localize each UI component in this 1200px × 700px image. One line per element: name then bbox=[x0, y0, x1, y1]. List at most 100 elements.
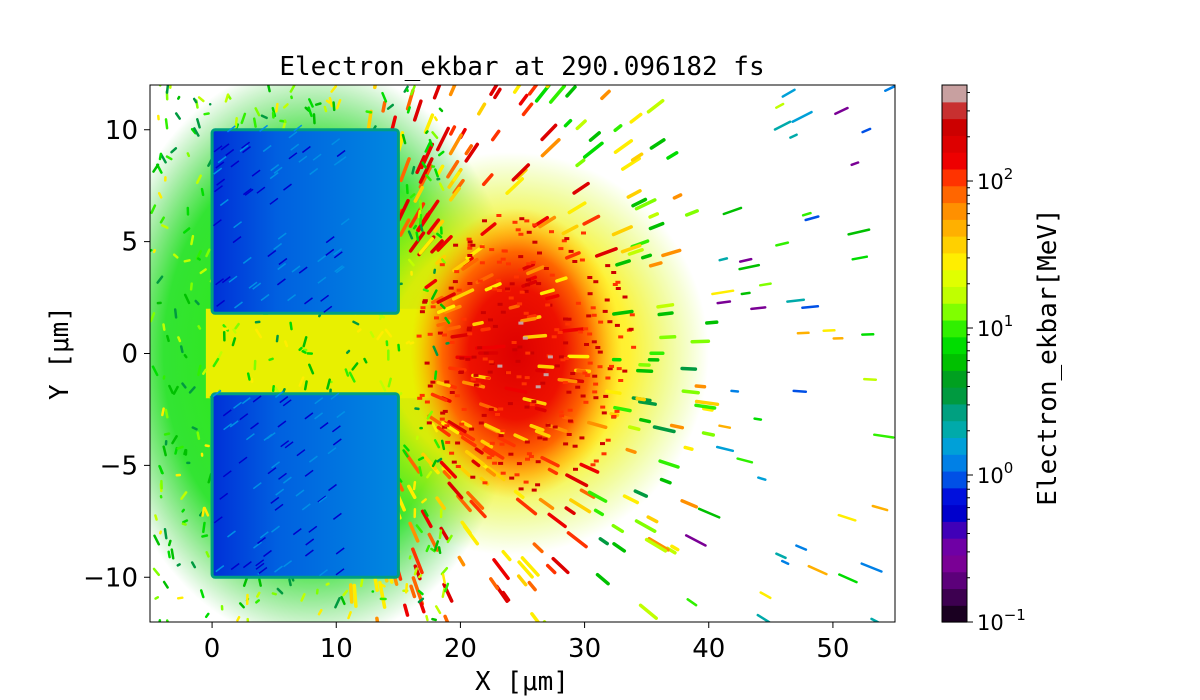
halo-streak bbox=[303, 380, 308, 391]
halo-streak bbox=[171, 435, 178, 445]
halo-streak bbox=[151, 365, 159, 377]
core-speckle bbox=[575, 385, 581, 389]
channel-fill bbox=[205, 308, 436, 399]
block-texture bbox=[277, 262, 287, 271]
core-speckle bbox=[459, 370, 464, 374]
halo-streak bbox=[437, 150, 445, 157]
halo-streak bbox=[246, 372, 251, 381]
block-texture bbox=[241, 141, 251, 149]
halo-streak bbox=[276, 587, 284, 595]
block-texture bbox=[317, 255, 327, 263]
halo-streak bbox=[197, 364, 202, 377]
streak bbox=[436, 380, 451, 388]
streak bbox=[804, 215, 820, 222]
streak bbox=[595, 572, 610, 586]
core-speckle bbox=[580, 394, 586, 398]
core-speckle bbox=[595, 346, 601, 349]
streak bbox=[670, 544, 680, 552]
streak bbox=[501, 590, 511, 602]
halo-streak bbox=[162, 445, 167, 457]
colorbar-segment bbox=[942, 470, 967, 489]
halo-streak bbox=[190, 234, 195, 246]
halo-streak bbox=[409, 193, 416, 199]
block-texture bbox=[331, 138, 341, 146]
streak bbox=[648, 212, 660, 219]
block-texture bbox=[255, 562, 265, 570]
block-texture bbox=[332, 438, 342, 446]
halo-streak bbox=[421, 498, 427, 504]
hot-spot bbox=[410, 208, 622, 499]
streak bbox=[460, 520, 472, 535]
halo-streak bbox=[430, 289, 438, 300]
streak bbox=[593, 508, 605, 517]
block-texture bbox=[314, 397, 324, 405]
block-texture bbox=[312, 153, 322, 161]
streak bbox=[538, 497, 555, 510]
block-texture bbox=[234, 301, 243, 309]
halo-streak bbox=[268, 357, 274, 362]
block-texture bbox=[216, 178, 226, 186]
core-speckle bbox=[549, 230, 554, 234]
streak bbox=[534, 429, 551, 438]
streak bbox=[461, 380, 486, 389]
core-speckle bbox=[442, 333, 447, 337]
block-texture bbox=[284, 441, 294, 449]
core-speckle bbox=[459, 422, 465, 426]
halo-streak bbox=[412, 481, 417, 491]
block-texture bbox=[273, 166, 283, 174]
streak bbox=[659, 335, 677, 340]
halo-streak bbox=[342, 589, 349, 597]
block-texture bbox=[309, 167, 319, 176]
streak bbox=[639, 417, 652, 424]
halo-streak bbox=[434, 168, 439, 178]
targets bbox=[210, 124, 400, 579]
halo-streak bbox=[317, 608, 323, 616]
halo-streak bbox=[419, 222, 424, 232]
halo-streak bbox=[197, 96, 205, 103]
streak bbox=[529, 423, 545, 432]
streak bbox=[561, 224, 579, 236]
core-speckle bbox=[607, 320, 613, 324]
core-speckle bbox=[575, 301, 581, 305]
streak bbox=[634, 519, 657, 533]
colorbar-segment bbox=[942, 168, 967, 187]
block-texture bbox=[278, 472, 287, 480]
colorbar-segment bbox=[942, 118, 967, 136]
streak bbox=[452, 258, 470, 273]
halo-streak bbox=[425, 614, 429, 622]
halo-streak bbox=[186, 152, 191, 158]
streak bbox=[562, 327, 585, 333]
streak bbox=[485, 467, 497, 477]
x-tick-label: 50 bbox=[816, 634, 849, 664]
streak bbox=[460, 435, 477, 448]
block-texture bbox=[292, 527, 302, 536]
streak bbox=[537, 364, 555, 369]
core-speckle bbox=[552, 425, 558, 429]
block-texture bbox=[258, 566, 268, 575]
halo-streak bbox=[170, 548, 175, 560]
halo-streak bbox=[166, 334, 170, 343]
block-texture bbox=[330, 392, 340, 400]
core-speckle bbox=[498, 434, 504, 438]
core-speckle bbox=[529, 403, 535, 407]
halo-streak bbox=[161, 407, 165, 417]
halo-streak bbox=[363, 357, 368, 364]
core-speckle bbox=[567, 419, 573, 423]
core-speckle bbox=[485, 376, 491, 380]
streak bbox=[448, 133, 463, 156]
streak bbox=[457, 555, 466, 567]
streak bbox=[458, 464, 472, 478]
halo-streak bbox=[190, 127, 197, 135]
core-speckle bbox=[526, 452, 532, 456]
core-speckle bbox=[579, 258, 585, 262]
halo-streak bbox=[199, 589, 205, 599]
halo-streak bbox=[369, 331, 375, 338]
core-speckle bbox=[554, 364, 560, 368]
halo-streak bbox=[157, 192, 163, 199]
core-speckle bbox=[584, 343, 589, 346]
halo-streak bbox=[441, 573, 446, 584]
streak bbox=[513, 433, 529, 443]
block-texture bbox=[252, 282, 262, 290]
streak bbox=[373, 85, 377, 90]
streak bbox=[600, 89, 611, 101]
